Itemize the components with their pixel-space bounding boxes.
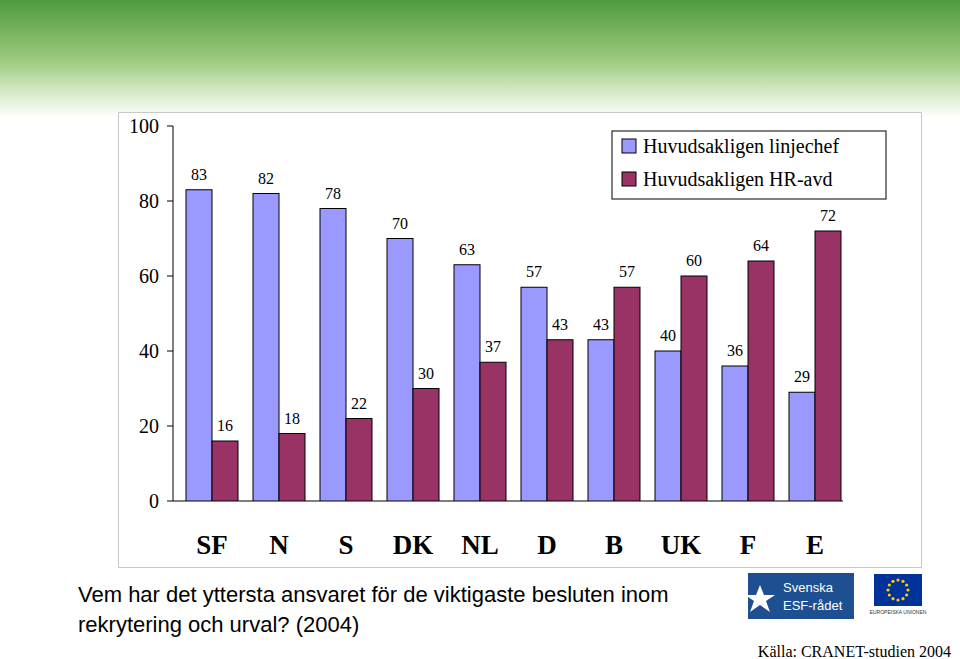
legend-swatch	[622, 172, 636, 186]
y-tick	[167, 126, 173, 127]
data-label: 82	[258, 170, 274, 187]
legend-label: Huvudsakligen linjechef	[643, 135, 839, 158]
legend-swatch	[622, 139, 636, 153]
eu-star	[896, 578, 899, 581]
y-tick	[167, 501, 173, 502]
bar	[320, 209, 346, 502]
y-tick	[167, 276, 173, 277]
bar	[614, 287, 640, 501]
y-tick-label: 100	[129, 115, 159, 137]
y-tick-label: 0	[149, 490, 159, 512]
title: Vem har det yttersta ansvaret för de vik…	[78, 580, 743, 640]
bar	[413, 389, 439, 502]
data-label: 36	[727, 342, 743, 359]
bars	[186, 190, 841, 501]
bar	[480, 362, 506, 501]
legend: Huvudsakligen linjechef Huvudsakligen HR-…	[612, 131, 886, 199]
data-label: 40	[660, 327, 676, 344]
x-tick-label: F	[740, 530, 757, 560]
data-label: 70	[392, 215, 408, 232]
esf-logo: Svenska ESF-rådet	[745, 573, 854, 619]
data-label: 22	[351, 395, 367, 412]
eu-star	[886, 588, 889, 591]
data-label: 63	[459, 241, 475, 258]
bar	[547, 340, 573, 501]
x-tick-label: UK	[661, 530, 702, 560]
bar	[681, 276, 707, 501]
bar	[346, 419, 372, 502]
bar	[722, 366, 748, 501]
x-tick-label: N	[269, 530, 289, 560]
data-labels: 83 82 78 70 63 57 43 40 36 29 16 18 22 30 37 43 57 60 64 72	[191, 166, 836, 434]
y-axis-line	[173, 126, 174, 501]
chart: 0 20 40 60 80 100 83 82 78 70 63 57 43 40 36 29 16 18 22 30…	[0, 0, 960, 659]
y-tick-label: 80	[139, 190, 159, 212]
eu-flag	[874, 574, 922, 606]
data-label: 18	[284, 410, 300, 427]
bar	[789, 392, 815, 501]
data-label: 37	[485, 338, 501, 355]
legend-box	[612, 131, 886, 199]
data-label: 64	[753, 237, 769, 254]
eu-logo-text: EUROPEISKA UNIONEN	[870, 609, 927, 615]
data-label: 43	[593, 316, 609, 333]
eu-star	[905, 593, 908, 596]
data-label: 16	[217, 417, 233, 434]
eu-star	[906, 588, 909, 591]
bar	[588, 340, 614, 501]
y-tick-label: 60	[139, 265, 159, 287]
eu-star	[901, 597, 904, 600]
esf-star	[745, 585, 775, 612]
esf-logo-text: ESF-rådet	[783, 598, 843, 613]
y-tick-label: 20	[139, 415, 159, 437]
x-tick-label: NL	[461, 530, 499, 560]
data-label: 72	[820, 207, 836, 224]
bar	[815, 231, 841, 501]
bar	[521, 287, 547, 501]
page: {"chart_data": { "type": "bar", "title":…	[0, 0, 960, 659]
esf-logo-text: Svenska	[783, 580, 834, 595]
data-label: 78	[325, 185, 341, 202]
data-label: 43	[552, 316, 568, 333]
x-tick-label: DK	[393, 530, 434, 560]
bar	[212, 441, 238, 501]
bar	[279, 434, 305, 502]
x-tick-label: B	[605, 530, 623, 560]
eu-logo: EUROPEISKA UNIONEN	[870, 574, 927, 615]
eu-star	[891, 597, 894, 600]
bar	[253, 194, 279, 502]
y-tick	[167, 201, 173, 202]
y-tick	[167, 351, 173, 352]
eu-star	[888, 593, 891, 596]
bar	[454, 265, 480, 501]
bar	[387, 239, 413, 502]
data-label: 83	[191, 166, 207, 183]
bar	[748, 261, 774, 501]
eu-star	[905, 583, 908, 586]
x-tick-label: E	[806, 530, 824, 560]
legend-label: Huvudsakligen HR-avd	[643, 168, 832, 191]
y-tick	[167, 426, 173, 427]
data-label: 60	[686, 252, 702, 269]
eu-star	[896, 598, 899, 601]
x-tick-label: D	[537, 530, 557, 560]
data-label: 30	[418, 365, 434, 382]
x-tick-label: S	[338, 530, 353, 560]
y-tick-label: 40	[139, 340, 159, 362]
source: Källa: CRANET-studien 2004	[758, 643, 951, 659]
bar	[655, 351, 681, 501]
eu-star	[891, 580, 894, 583]
x-tick-label: SF	[196, 530, 228, 560]
data-label: 57	[526, 263, 542, 280]
eu-star	[888, 583, 891, 586]
bar	[186, 190, 212, 501]
data-label: 29	[794, 368, 810, 385]
data-label: 57	[619, 263, 635, 280]
eu-star	[901, 580, 904, 583]
